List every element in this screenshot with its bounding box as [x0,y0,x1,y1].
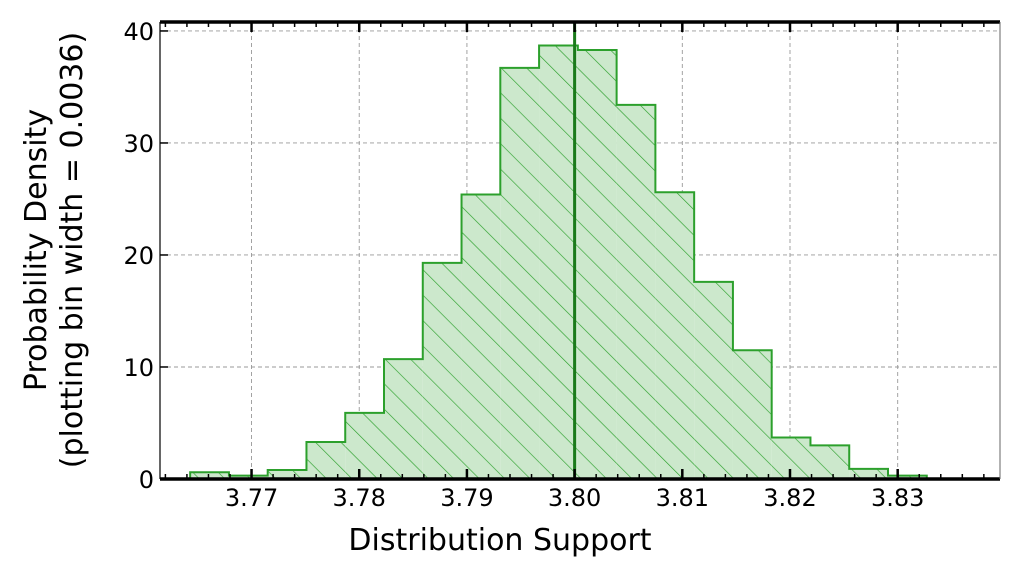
histogram-bar-hatch [384,359,423,479]
histogram-bar-hatch [306,442,346,479]
histogram-bar-hatch [422,262,462,479]
histogram-bar-hatch [539,45,578,479]
y-tick-label: 0 [139,466,154,494]
x-tick-label: 3.81 [656,484,709,512]
x-tick-label: 3.79 [440,484,493,512]
x-axis-label: Distribution Support [348,523,651,558]
histogram-bar-hatch [655,192,695,480]
histogram-bars [189,44,928,480]
histogram-bar-hatch [345,412,384,479]
axes-frame [159,20,1001,481]
histogram-bar-hatch [461,194,501,479]
histogram-bar-hatch [190,472,229,479]
tick-labels: 3.77 3.78 3.79 3.80 3.81 3.82 3.83 0 10 20 30 40 [123,18,924,512]
histogram-outline [189,44,928,479]
y-tick-label: 10 [123,354,154,382]
histogram-bar-hatch [500,67,540,480]
x-tick-label: 3.78 [333,484,386,512]
histogram-bar-hatch [616,104,656,479]
y-axis-label-sub: (plotting bin width = 0.0036) [55,32,90,468]
y-tick-label: 20 [123,242,154,270]
histogram-bar-hatch [694,281,733,479]
x-tick-label: 3.82 [763,484,816,512]
x-tick-label: 3.77 [225,484,278,512]
x-tick-label: 3.83 [871,484,924,512]
histogram-bar-hatch [849,468,888,479]
histogram-bar-hatch [267,470,307,479]
y-axis-label: Probability Density [19,109,54,391]
histogram-bar-hatch [732,350,772,479]
tick-marks [160,22,985,480]
y-tick-label: 40 [123,18,154,46]
histogram-bar-hatch [577,50,617,480]
histogram-bar-hatch [810,445,850,479]
y-tick-label: 30 [123,130,154,158]
x-tick-label: 3.80 [548,484,601,512]
